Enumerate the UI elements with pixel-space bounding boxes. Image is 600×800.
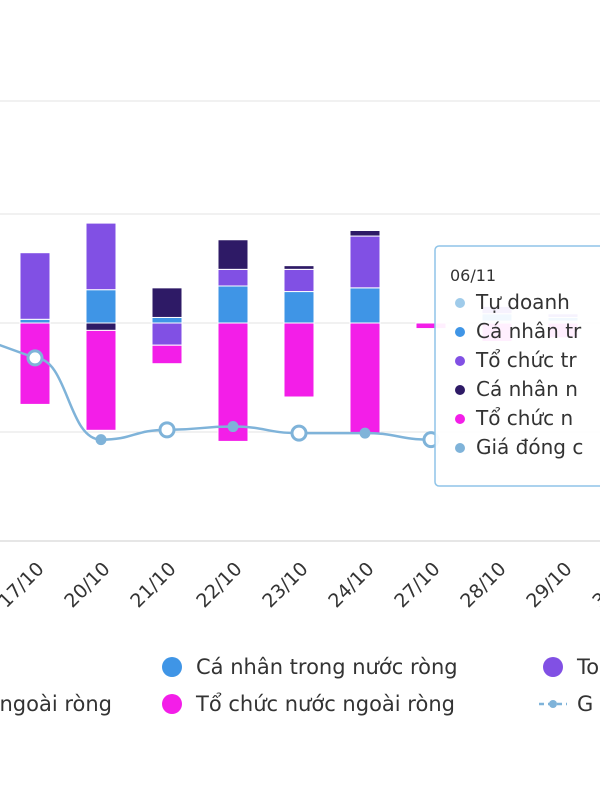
tooltip-items: Tự doanh Cá nhân tr Tổ chức tr Cá nhân n Tổ … bbox=[455, 290, 583, 459]
tooltip-box bbox=[434, 245, 600, 487]
tooltip: 06/11 Tự doanh Cá nhân tr Tổ chức tr Cá nhâ… bbox=[434, 245, 600, 487]
tooltip-marker-icon bbox=[455, 356, 465, 366]
x-tick-label: 28/10 bbox=[456, 558, 510, 612]
tooltip-date: 06/11 bbox=[450, 266, 496, 285]
price-point-2[interactable] bbox=[158, 421, 176, 439]
tooltip-item-label: Tổ chức tr bbox=[475, 348, 577, 372]
legend-label: To bbox=[576, 655, 599, 679]
bar-segment-2-4[interactable] bbox=[283, 268, 315, 293]
tooltip-marker-icon bbox=[455, 414, 465, 424]
x-tick-label: 22/10 bbox=[192, 558, 246, 612]
x-tick-label: 27/10 bbox=[390, 558, 444, 612]
bar-segment-4-2[interactable] bbox=[151, 344, 183, 365]
tooltip-marker-icon bbox=[455, 327, 465, 337]
bar-segment-2-0[interactable] bbox=[19, 252, 51, 320]
bar-segment-1-3[interactable] bbox=[217, 285, 249, 324]
legend-marker-icon bbox=[162, 657, 182, 677]
tooltip-item-label: Tổ chức n bbox=[475, 406, 573, 430]
legend-item[interactable]: Cá nhân trong nước ròng bbox=[162, 655, 458, 679]
bar-segment-4-5[interactable] bbox=[349, 322, 381, 435]
legend: Cá nhân trong nước ròng To ngoài ròng Tổ ch… bbox=[0, 655, 599, 716]
bar-segment-3-1[interactable] bbox=[85, 322, 117, 331]
bar-segment-1-2[interactable] bbox=[151, 316, 183, 324]
legend-label: Tổ chức nước ngoài ròng bbox=[195, 692, 455, 716]
bar-segment-1-1[interactable] bbox=[85, 289, 117, 324]
bar-segment-2-2[interactable] bbox=[151, 322, 183, 346]
bar-segment-3-4[interactable] bbox=[283, 265, 315, 270]
bar-segment-2-5[interactable] bbox=[349, 235, 381, 289]
x-tick-label: 24/10 bbox=[324, 558, 378, 612]
tooltip-item-label: Tự doanh bbox=[475, 290, 570, 314]
legend-item[interactable]: G bbox=[539, 692, 593, 716]
bar-segment-2-3[interactable] bbox=[217, 268, 249, 287]
x-tick-label: 21/10 bbox=[126, 558, 180, 612]
bar-segment-1-4[interactable] bbox=[283, 291, 315, 324]
tooltip-item-label: Cá nhân n bbox=[476, 377, 578, 401]
legend-line-dot-icon bbox=[549, 700, 557, 708]
legend-marker-icon bbox=[162, 694, 182, 714]
bar-segment-4-4[interactable] bbox=[283, 322, 315, 398]
legend-label: ngoài ròng bbox=[0, 692, 112, 716]
bar-segment-2-1[interactable] bbox=[85, 222, 117, 291]
x-axis-tick-labels: 17/10 20/10 21/10 22/10 23/10 24/10 27/10 28/10… bbox=[0, 558, 600, 612]
legend-label: G bbox=[577, 692, 593, 716]
tooltip-item-label: Giá đóng c bbox=[476, 435, 583, 459]
price-point-3[interactable] bbox=[227, 421, 239, 433]
bar-segment-3-3[interactable] bbox=[217, 239, 249, 270]
legend-marker-icon bbox=[543, 657, 563, 677]
price-point-0[interactable] bbox=[26, 349, 44, 367]
legend-label: Cá nhân trong nước ròng bbox=[196, 655, 458, 679]
price-point-5[interactable] bbox=[359, 427, 371, 439]
legend-item[interactable]: ngoài ròng bbox=[0, 692, 112, 716]
tooltip-marker-icon bbox=[455, 443, 465, 453]
price-point-1[interactable] bbox=[95, 434, 107, 446]
legend-item[interactable]: Tổ chức nước ngoài ròng bbox=[162, 692, 455, 716]
bar-segment-1-0[interactable] bbox=[19, 318, 51, 324]
x-tick-label: 20/10 bbox=[60, 558, 114, 612]
tooltip-marker-icon bbox=[455, 385, 465, 395]
tooltip-marker-icon bbox=[455, 298, 465, 308]
bar-segment-1-5[interactable] bbox=[349, 287, 381, 324]
bar-segment-3-5[interactable] bbox=[349, 230, 381, 237]
x-tick-label: 17/10 bbox=[0, 558, 49, 612]
tooltip-item-label: Cá nhân tr bbox=[476, 319, 582, 343]
x-tick-label: 30/10 bbox=[588, 558, 600, 612]
x-tick-label: 29/10 bbox=[522, 558, 576, 612]
bar-segment-4-1[interactable] bbox=[85, 329, 117, 431]
legend-item[interactable]: To bbox=[543, 655, 599, 679]
x-tick-label: 23/10 bbox=[258, 558, 312, 612]
price-point-4[interactable] bbox=[290, 424, 308, 442]
bar-segment-3-2[interactable] bbox=[151, 287, 183, 318]
